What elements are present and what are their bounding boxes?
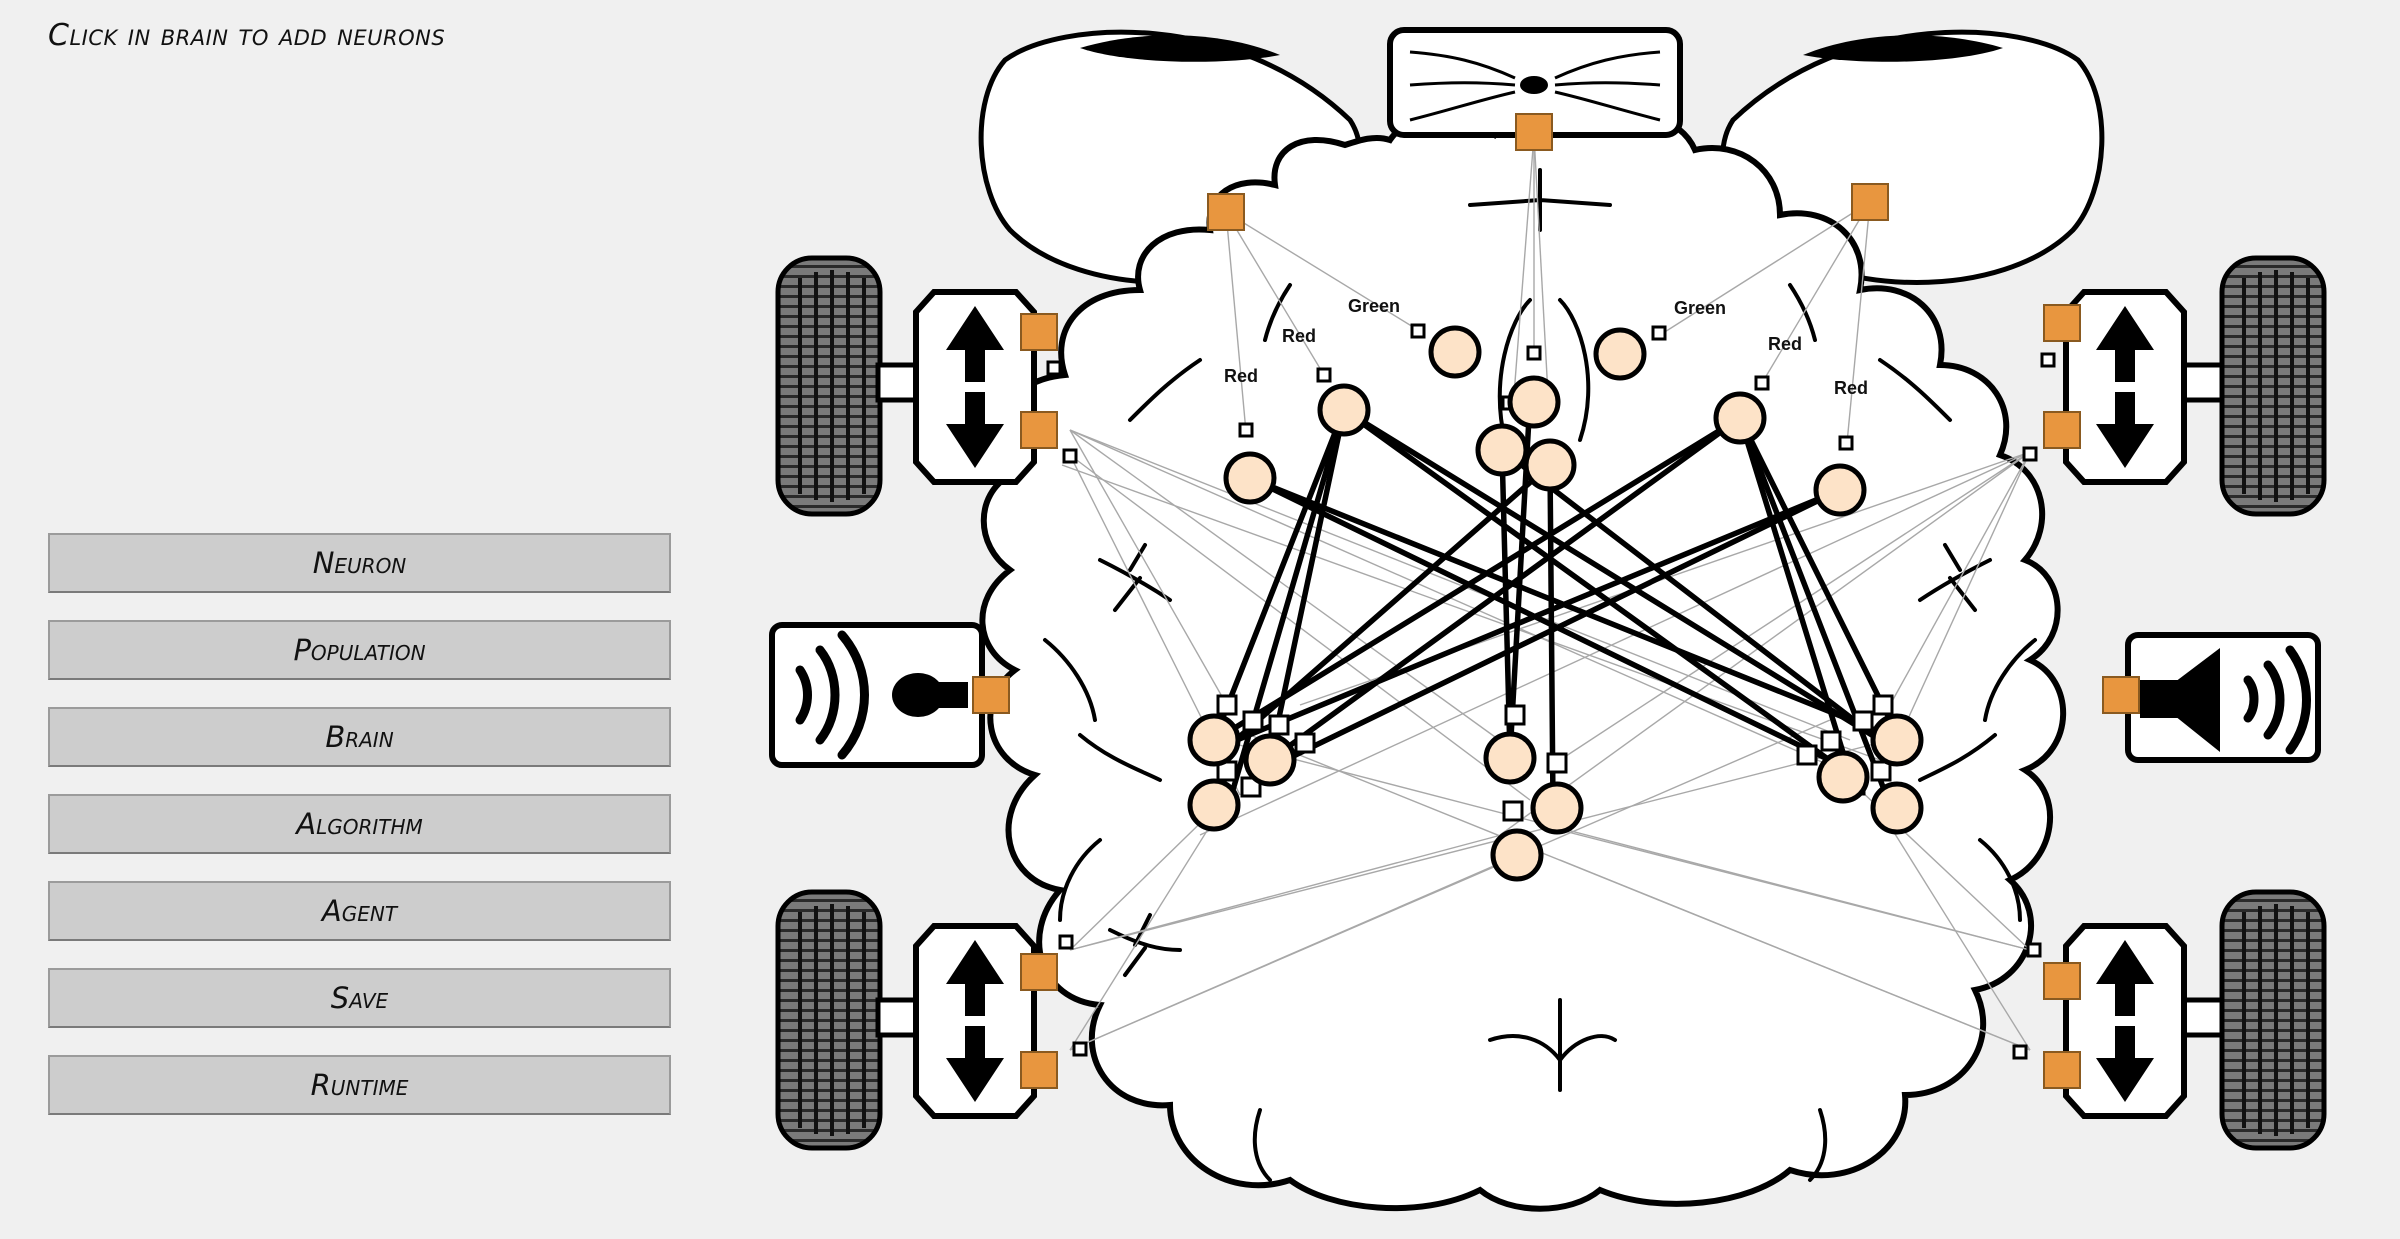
- neuron[interactable]: [1246, 736, 1294, 784]
- speaker-actuator: [2128, 635, 2318, 760]
- neuron[interactable]: [1226, 454, 1274, 502]
- motor-bottom-right-backward-port[interactable]: [2044, 1052, 2080, 1088]
- neuron[interactable]: [1190, 781, 1238, 829]
- wheel-top-right: [2222, 258, 2324, 514]
- neuron[interactable]: [1320, 386, 1368, 434]
- motor-bottom-right: [2066, 926, 2184, 1116]
- neuron[interactable]: [1716, 394, 1764, 442]
- motor-top-right-backward-port[interactable]: [2044, 412, 2080, 448]
- speaker-port[interactable]: [2103, 677, 2139, 713]
- motor-top-left-forward-port[interactable]: [1021, 314, 1057, 350]
- label-red-4: Red: [1834, 378, 1868, 398]
- neuron[interactable]: [1816, 466, 1864, 514]
- neuron[interactable]: [1526, 441, 1574, 489]
- label-green-1: Green: [1348, 296, 1400, 316]
- label-red-1: Red: [1224, 366, 1258, 386]
- left-eye-port[interactable]: [1208, 194, 1244, 230]
- motor-top-right-forward-port[interactable]: [2044, 305, 2080, 341]
- neuron[interactable]: [1190, 716, 1238, 764]
- neuron[interactable]: [1478, 426, 1526, 474]
- motor-bottom-left: [916, 926, 1034, 1116]
- neuron[interactable]: [1533, 784, 1581, 832]
- wheel-top-left: [778, 258, 880, 514]
- motor-bottom-right-forward-port[interactable]: [2044, 963, 2080, 999]
- motor-top-right: [2066, 292, 2184, 482]
- motor-bottom-left-forward-port[interactable]: [1021, 954, 1057, 990]
- motor-bottom-left-backward-port[interactable]: [1021, 1052, 1057, 1088]
- wheel-bottom-left: [778, 892, 880, 1148]
- motor-top-left: [916, 292, 1034, 482]
- neuron[interactable]: [1493, 831, 1541, 879]
- neuron[interactable]: [1596, 330, 1644, 378]
- microphone-port[interactable]: [973, 677, 1009, 713]
- label-green-2: Green: [1674, 298, 1726, 318]
- right-eye-port[interactable]: [1852, 184, 1888, 220]
- label-red-3: Red: [1768, 334, 1802, 354]
- label-red-2: Red: [1282, 326, 1316, 346]
- motor-top-left-backward-port[interactable]: [1021, 412, 1057, 448]
- nose-port[interactable]: [1516, 114, 1552, 150]
- neuron[interactable]: [1873, 784, 1921, 832]
- neuron[interactable]: [1431, 328, 1479, 376]
- neuron[interactable]: [1873, 716, 1921, 764]
- wheel-bottom-right: [2222, 892, 2324, 1148]
- neuron[interactable]: [1819, 753, 1867, 801]
- neuron[interactable]: [1510, 378, 1558, 426]
- neuron[interactable]: [1486, 734, 1534, 782]
- microphone-sensor: [772, 625, 982, 765]
